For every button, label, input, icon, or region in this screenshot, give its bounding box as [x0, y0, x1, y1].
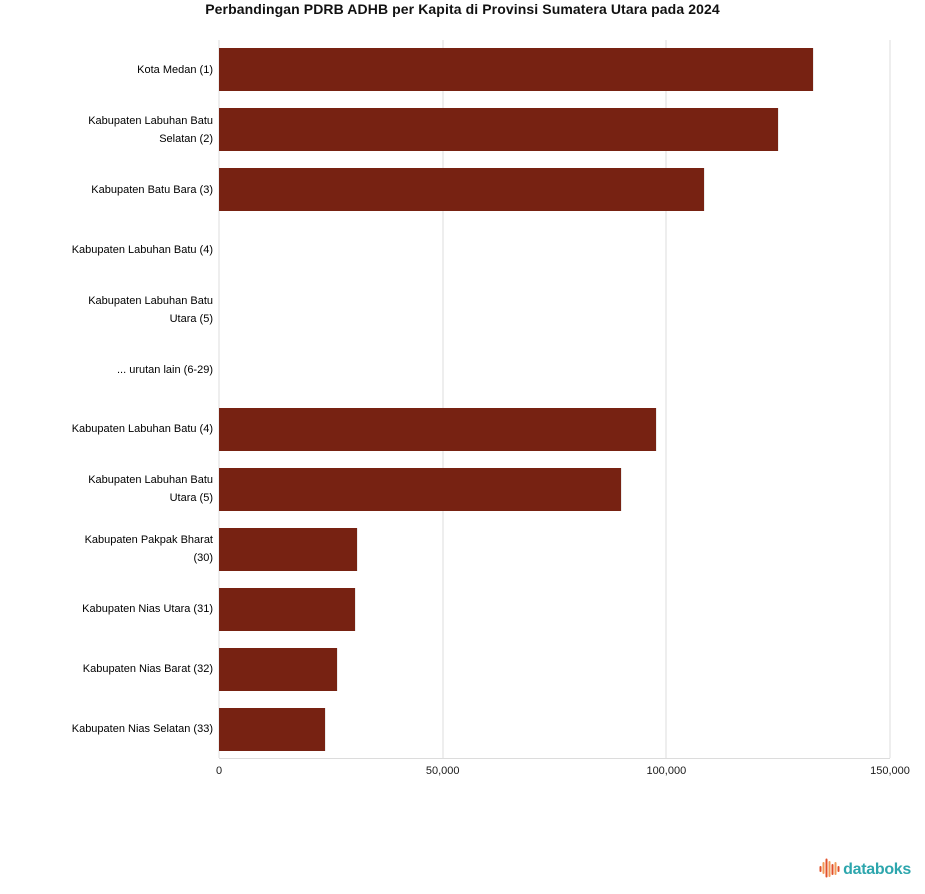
row-label: Kabupaten Labuhan Batu Utara (5)	[88, 294, 213, 325]
row-label: Kabupaten Nias Selatan (33)	[71, 723, 213, 736]
chart-row: Kabupaten Labuhan Batu Selatan (2)	[0, 100, 890, 160]
databoks-logo[interactable]: databoks	[819, 858, 911, 881]
rows: Kota Medan (1) Kabupaten Labuhan Batu Se…	[0, 40, 890, 759]
bar	[219, 647, 337, 691]
row-bar-area	[219, 280, 890, 340]
bar	[219, 168, 705, 212]
chart-row: Kabupaten Nias Utara (31)	[0, 579, 890, 639]
gridline	[442, 40, 444, 758]
chart-row: Kabupaten Batu Bara (3)	[0, 160, 890, 220]
gridline	[218, 40, 220, 758]
row-bar-area	[219, 699, 890, 759]
x-tick-label: 100,000	[646, 765, 687, 777]
x-tick-label: 50,000	[425, 765, 460, 777]
row-label: Kabupaten Batu Bara (3)	[91, 183, 213, 196]
chart-row: ... urutan lain (6-29)	[0, 340, 890, 400]
row-bar-area	[219, 340, 890, 400]
bar	[219, 527, 357, 571]
chart-row: Kabupaten Labuhan Batu Utara (5)	[0, 280, 890, 340]
row-label: Kabupaten Pakpak Bharat (30)	[84, 534, 213, 565]
row-label: Kabupaten Nias Utara (31)	[82, 603, 213, 616]
chart-row: Kota Medan (1)	[0, 40, 890, 100]
row-label: Kabupaten Labuhan Batu Utara (5)	[88, 474, 213, 505]
chart-row: Kabupaten Labuhan Batu (4)	[0, 220, 890, 280]
plot-area	[218, 40, 891, 759]
row-label: Kabupaten Labuhan Batu Selatan (2)	[88, 114, 213, 145]
row-label: Kabupaten Labuhan Batu (4)	[71, 243, 213, 256]
bar	[219, 707, 326, 751]
chart-row: Kabupaten Nias Barat (32)	[0, 639, 890, 699]
row-bar-area	[219, 459, 890, 519]
chart-row: Kabupaten Pakpak Bharat (30)	[0, 519, 890, 579]
gridline	[889, 40, 891, 758]
bar	[219, 108, 778, 152]
x-tick-label: 150,000	[870, 765, 910, 777]
chart-title: Perbandingan PDRB ADHB per Kapita di Pro…	[205, 1, 720, 17]
bar	[219, 407, 657, 451]
row-bar-area	[219, 639, 890, 699]
chart-row: Kabupaten Nias Selatan (33)	[0, 699, 890, 759]
databoks-wordmark: databoks	[843, 860, 911, 878]
row-bar-area	[219, 40, 890, 100]
bar	[219, 467, 621, 511]
row-label: Kabupaten Labuhan Batu (4)	[71, 423, 213, 436]
row-label: ... urutan lain (6-29)	[117, 363, 213, 376]
row-label: Kabupaten Nias Barat (32)	[82, 663, 213, 676]
row-bar-area	[219, 579, 890, 639]
bar	[219, 587, 355, 631]
databoks-pulse-icon	[819, 858, 840, 878]
row-bar-area	[219, 100, 890, 160]
row-bar-area	[219, 400, 890, 460]
gridline	[665, 40, 667, 758]
chart-row: Kabupaten Labuhan Batu (4)	[0, 400, 890, 460]
x-tick-label: 0	[215, 765, 223, 777]
bar	[219, 48, 814, 92]
row-bar-area	[219, 220, 890, 280]
row-label: Kota Medan (1)	[137, 63, 213, 76]
row-bar-area	[219, 160, 890, 220]
row-bar-area	[219, 519, 890, 579]
chart-row: Kabupaten Labuhan Batu Utara (5)	[0, 459, 890, 519]
